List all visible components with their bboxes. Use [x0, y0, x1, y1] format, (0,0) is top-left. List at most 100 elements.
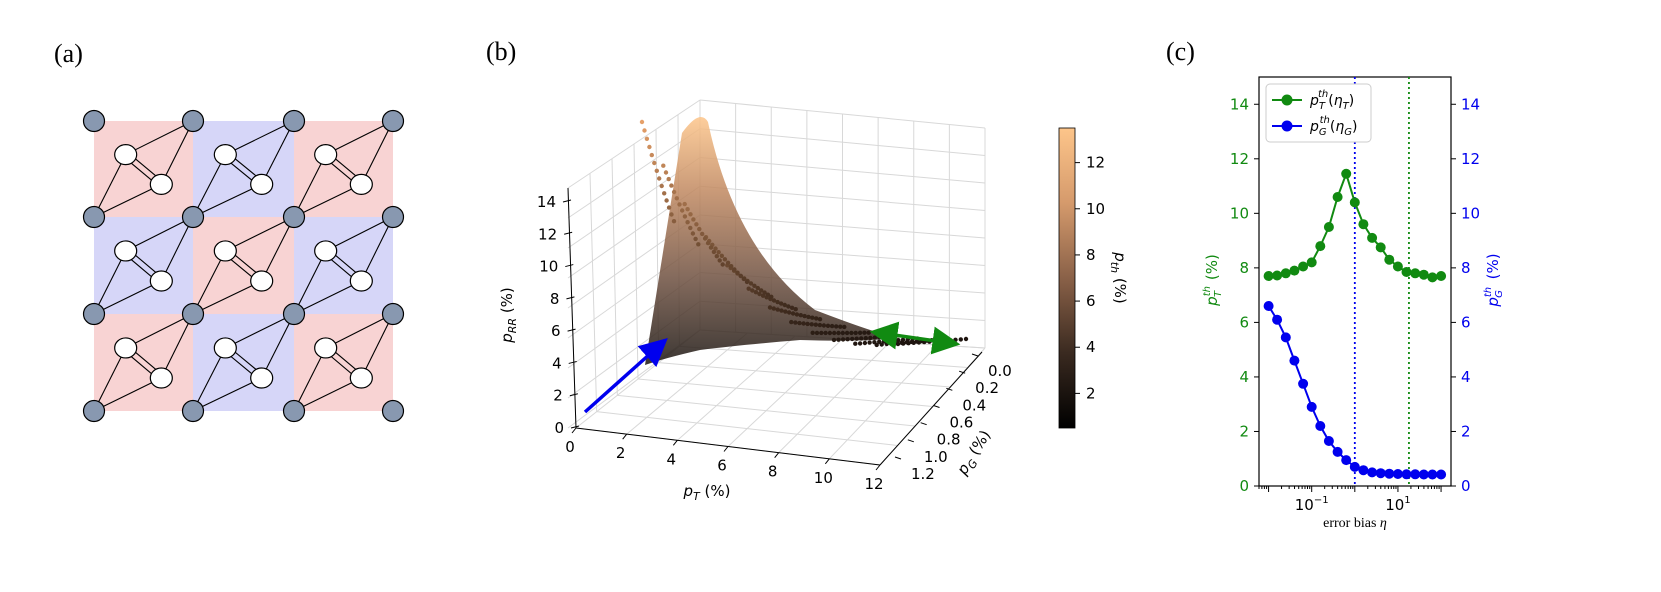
surface-point — [823, 330, 828, 336]
surface-point — [825, 323, 831, 328]
surface-point — [700, 231, 705, 237]
surface-point — [845, 337, 850, 342]
ancilla-ellipse — [149, 173, 173, 195]
y-tick-label: 0.6 — [950, 414, 974, 432]
edge — [93, 347, 127, 412]
surface-point — [688, 212, 693, 217]
ancilla-ellipse — [114, 337, 138, 359]
x-tick-label: 12 — [864, 475, 883, 493]
edge — [160, 120, 194, 185]
surface-point — [714, 254, 719, 259]
surface-point — [836, 337, 841, 342]
surface-point — [738, 273, 743, 279]
series-point-green — [1427, 272, 1438, 283]
lattice-node — [282, 399, 306, 423]
series-point-green — [1341, 168, 1352, 179]
surface-point — [716, 250, 721, 255]
z-tick-label: 6 — [551, 322, 561, 340]
ancilla-ellipse — [314, 337, 338, 359]
surface-point — [834, 324, 839, 329]
z-tick — [565, 264, 574, 268]
series-point-blue — [1349, 461, 1360, 472]
surface-point — [685, 207, 690, 212]
surface-point — [819, 330, 824, 336]
z-tick-label: 12 — [538, 225, 557, 243]
lattice-node — [282, 109, 306, 133]
surface-point — [744, 279, 750, 285]
left-y-tick-label: 2 — [1239, 422, 1249, 440]
z-tick — [568, 360, 577, 364]
edge — [325, 120, 394, 156]
surface-point — [639, 119, 645, 125]
surface-point — [806, 314, 811, 320]
surface-point — [872, 340, 877, 345]
legend: pTth(ηT) pGth(ηG) — [1265, 83, 1372, 143]
surface-point — [690, 231, 696, 236]
legend-entry-pg: pGth(ηG) — [1309, 115, 1357, 138]
surface-point — [722, 257, 728, 262]
tile-red — [294, 314, 393, 411]
series-point-green — [1418, 269, 1429, 280]
surface-point — [755, 285, 760, 291]
colorbar-tick-label: 10 — [1086, 200, 1105, 218]
edge — [125, 120, 194, 156]
surface-point — [838, 324, 843, 329]
colorbar-tick-label: 8 — [1086, 246, 1096, 264]
surface-point — [958, 337, 963, 342]
surface-point — [757, 291, 762, 297]
edge — [225, 313, 295, 349]
y-tick — [894, 456, 902, 460]
ancilla-ellipse — [114, 144, 138, 166]
surface-point — [814, 316, 819, 321]
series-point-green — [1410, 268, 1421, 279]
surface-point — [853, 341, 858, 346]
surface-point — [779, 301, 784, 306]
z-tick-label: 14 — [537, 193, 556, 211]
x-axis-label-c: error bias η — [1323, 516, 1387, 531]
surface-point — [810, 330, 815, 335]
right-y-tick-label: 4 — [1461, 368, 1471, 386]
surface-point — [789, 305, 795, 310]
grid-line — [589, 173, 598, 412]
tile-red — [94, 121, 193, 217]
tile-blue — [94, 217, 193, 314]
z-tick — [564, 231, 573, 235]
surface-point — [691, 217, 696, 222]
y-tick — [933, 405, 940, 408]
ancilla-ellipse — [213, 337, 237, 359]
series-point-green — [1289, 265, 1300, 276]
grid-line — [699, 214, 986, 239]
ancilla-ellipse — [114, 240, 138, 262]
surface-point — [680, 208, 685, 213]
lattice-node — [82, 302, 106, 326]
surface-point — [688, 225, 693, 231]
surface-point — [746, 286, 751, 291]
tile-blue — [193, 121, 294, 217]
left-y-tick-label: 12 — [1230, 150, 1249, 168]
surface-point — [720, 262, 725, 267]
surface-point — [717, 258, 722, 263]
surface-point — [854, 336, 859, 341]
surface-point — [719, 253, 724, 258]
left-y-label: pthT (%) — [1202, 254, 1224, 307]
colorbar-ticks: 2 4 6 8 10 12 — [1075, 154, 1105, 402]
lattice-node — [82, 205, 106, 229]
y-tick-label: 0.4 — [962, 396, 986, 414]
surface-point — [857, 330, 863, 335]
surface-point — [877, 339, 882, 344]
surface-point — [840, 337, 846, 342]
surface-point — [832, 330, 837, 336]
surface-point — [659, 183, 664, 189]
surface-point — [765, 292, 771, 297]
series-point-blue — [1410, 469, 1421, 480]
lattice-node — [381, 109, 405, 133]
ancilla-ellipse — [314, 240, 338, 262]
edge — [192, 280, 262, 315]
x-tick — [774, 452, 780, 458]
right-y-tick-label: 6 — [1461, 313, 1471, 331]
surface-point — [793, 320, 798, 325]
edge — [192, 183, 262, 218]
series-point-green — [1367, 232, 1378, 243]
ancilla-ellipse — [149, 367, 173, 389]
surface-point — [693, 236, 698, 242]
